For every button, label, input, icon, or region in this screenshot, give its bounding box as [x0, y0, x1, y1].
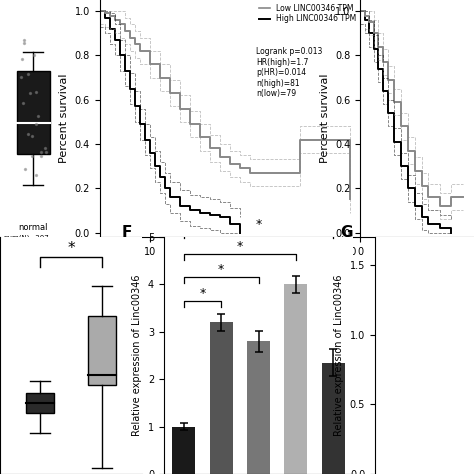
- Bar: [173, 427, 195, 474]
- Bar: [284, 284, 308, 474]
- Point: [34, 112, 42, 120]
- Legend: Low LINC00346 TPM, High LINC00346 TPM: Low LINC00346 TPM, High LINC00346 TPM: [259, 4, 356, 23]
- Point: [41, 144, 49, 151]
- Point: [32, 171, 40, 179]
- Text: normal: normal: [18, 223, 48, 232]
- Bar: [88, 316, 116, 385]
- Point: [24, 131, 32, 138]
- Y-axis label: Relative expression of Linc00346: Relative expression of Linc00346: [132, 275, 142, 436]
- Text: num(N)=207: num(N)=207: [3, 234, 49, 241]
- Point: [30, 51, 37, 58]
- Y-axis label: Relative expression of Linc00346: Relative expression of Linc00346: [334, 275, 344, 436]
- Text: Logrank p=0.013
HR(high)=1.7
p(HR)=0.014
n(high)=81
n(low)=79: Logrank p=0.013 HR(high)=1.7 p(HR)=0.014…: [256, 47, 322, 98]
- Point: [18, 73, 25, 81]
- Text: C: C: [332, 0, 343, 3]
- Text: *: *: [67, 241, 75, 255]
- Text: B: B: [68, 0, 80, 3]
- Point: [21, 166, 29, 173]
- Text: F: F: [122, 225, 132, 240]
- X-axis label: Months: Months: [210, 262, 250, 272]
- Bar: [247, 341, 270, 474]
- Text: *: *: [255, 219, 262, 231]
- Point: [18, 55, 26, 63]
- Y-axis label: Percent survival: Percent survival: [59, 74, 69, 163]
- Point: [28, 133, 36, 140]
- Text: *: *: [200, 287, 206, 300]
- Point: [28, 152, 36, 159]
- Point: [24, 70, 31, 77]
- Point: [21, 36, 28, 44]
- Bar: [321, 363, 345, 474]
- Point: [42, 148, 49, 155]
- Text: *: *: [237, 240, 243, 253]
- Bar: [17, 71, 50, 154]
- Bar: [26, 393, 54, 413]
- Point: [32, 121, 40, 128]
- Point: [26, 89, 34, 96]
- Text: *: *: [218, 264, 224, 276]
- Y-axis label: Percent survival: Percent survival: [319, 74, 329, 163]
- Point: [37, 152, 45, 159]
- Bar: [210, 322, 233, 474]
- X-axis label: Mo: Mo: [409, 262, 425, 272]
- Point: [32, 89, 39, 96]
- Point: [37, 148, 45, 155]
- Point: [20, 39, 27, 46]
- Text: G: G: [340, 225, 353, 240]
- Point: [18, 100, 26, 107]
